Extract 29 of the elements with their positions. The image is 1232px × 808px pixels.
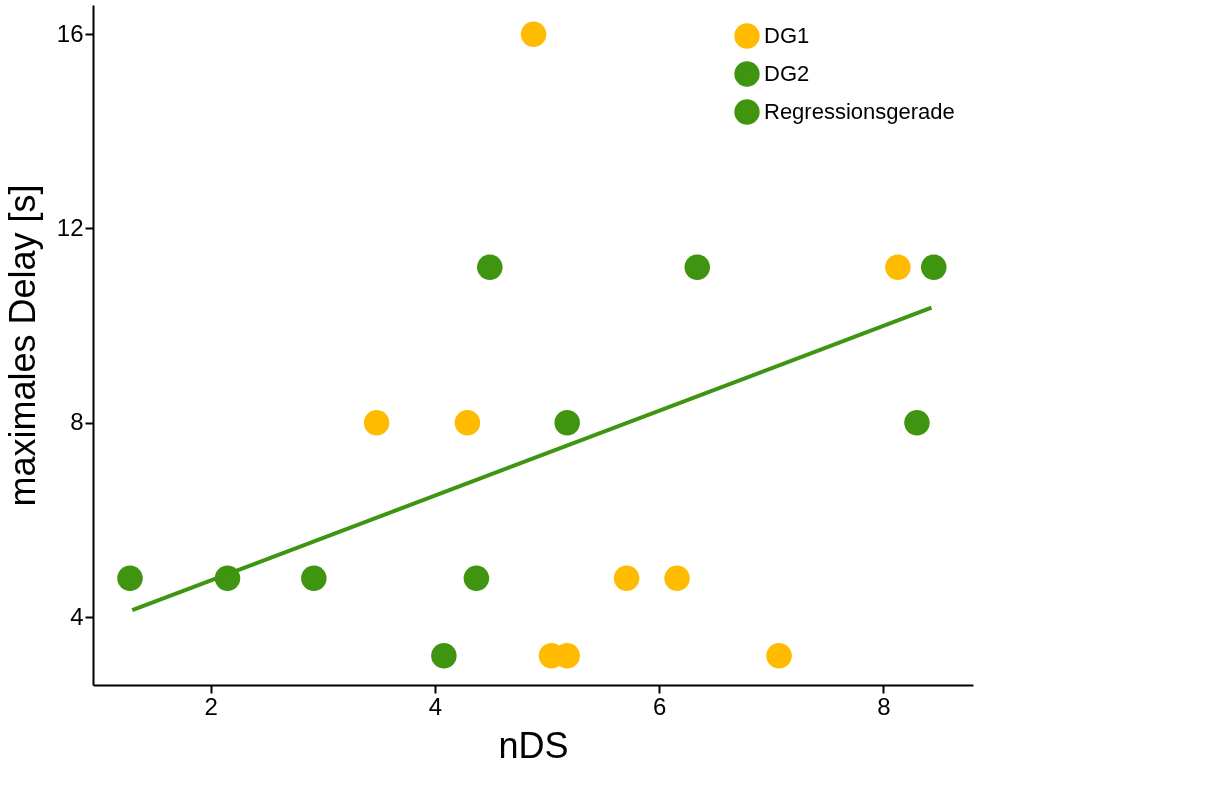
y-tick-label: 8 [70, 408, 84, 436]
point [885, 254, 911, 281]
legend-label: DG1 [764, 23, 810, 48]
point [363, 409, 390, 436]
point [554, 409, 580, 436]
point [431, 643, 457, 669]
y-tick-label: 12 [56, 213, 84, 241]
x-axis-title: nDS [498, 724, 569, 766]
y-axis-title: maximales Delay [s] [1, 184, 43, 507]
point [520, 21, 547, 47]
point [921, 254, 947, 281]
point [904, 409, 930, 436]
point [454, 409, 481, 436]
x-tick-label: 2 [204, 692, 218, 720]
legend-label: Regressionsgerade [764, 99, 955, 124]
x-tick-label: 4 [428, 692, 443, 720]
point [684, 254, 710, 281]
point [477, 254, 503, 281]
x-tick-label: 8 [877, 692, 891, 720]
x-tick-label: 6 [652, 692, 667, 720]
point [301, 565, 327, 591]
point [117, 565, 143, 591]
legend-label: DG2 [764, 61, 810, 86]
point [613, 565, 640, 591]
y-tick-label: 16 [56, 19, 84, 47]
point [463, 565, 490, 591]
y-tick-label: 4 [70, 602, 84, 630]
point [664, 565, 690, 591]
point [766, 643, 792, 669]
